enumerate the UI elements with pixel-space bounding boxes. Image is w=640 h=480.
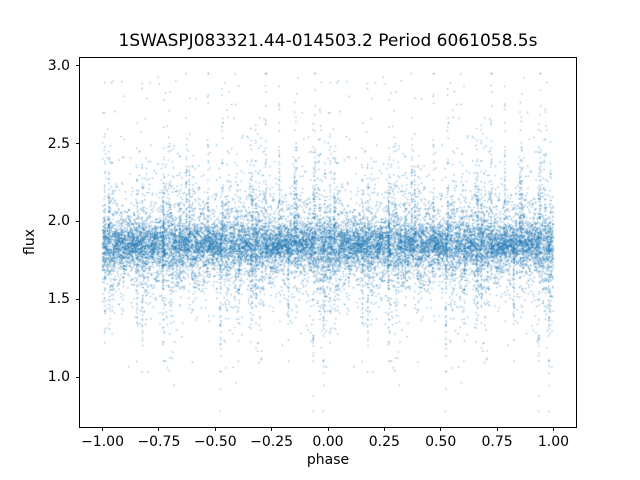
x-tick-mark [496, 427, 498, 431]
x-tick-label: 0.25 [368, 434, 400, 450]
y-tick-mark [76, 376, 80, 378]
y-tick-mark [76, 143, 80, 145]
plot-area [79, 57, 577, 428]
x-tick-label: −0.75 [137, 434, 181, 450]
scatter-points-canvas [80, 58, 576, 427]
y-tick-label: 2.5 [47, 135, 70, 152]
y-tick-mark [76, 220, 80, 222]
y-tick-label: 2.0 [47, 213, 70, 230]
x-tick-label: −0.25 [250, 434, 294, 450]
x-axis-label: phase [306, 452, 350, 468]
x-tick-label: 1.00 [537, 434, 570, 450]
y-tick-mark [76, 298, 80, 300]
x-tick-mark [383, 427, 385, 431]
y-tick-label: 1.0 [47, 369, 70, 386]
x-tick-mark [552, 427, 554, 431]
x-tick-mark [158, 427, 160, 431]
y-axis-label: flux [22, 229, 38, 255]
x-tick-mark [271, 427, 273, 431]
x-tick-label: 0.00 [312, 434, 344, 450]
x-tick-mark [327, 427, 329, 431]
y-tick-label: 3.0 [47, 57, 70, 74]
x-tick-mark [102, 427, 104, 431]
x-tick-mark [214, 427, 216, 431]
x-tick-label: −1.00 [81, 434, 124, 450]
chart-title: 1SWASPJ083321.44-014503.2 Period 6061058… [118, 31, 538, 51]
x-tick-label: 0.75 [481, 434, 513, 450]
x-tick-label: −0.50 [193, 434, 237, 450]
x-tick-mark [440, 427, 442, 431]
x-tick-label: 0.50 [425, 434, 457, 450]
y-tick-label: 1.5 [47, 291, 70, 308]
y-tick-mark [76, 65, 80, 67]
